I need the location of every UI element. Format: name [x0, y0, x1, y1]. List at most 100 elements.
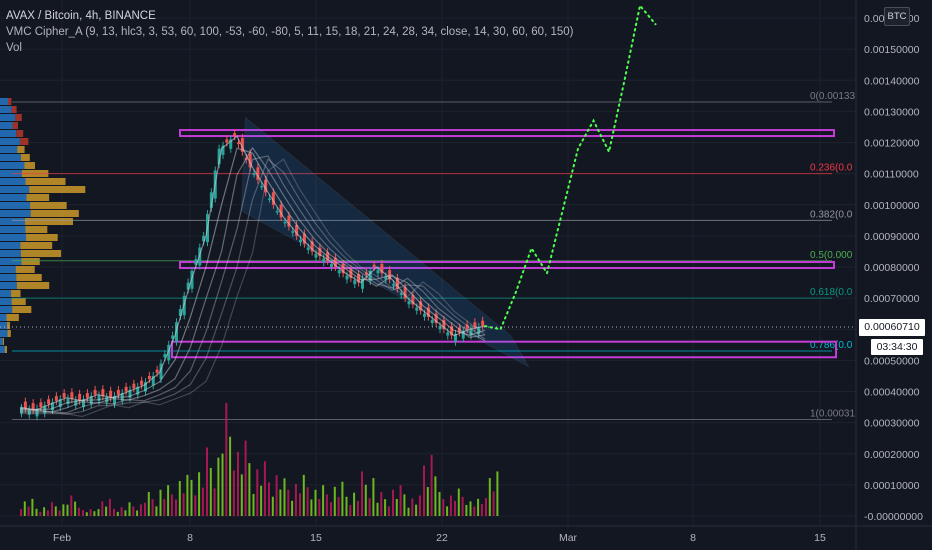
volume-bar: [384, 499, 387, 516]
candle-body: [221, 145, 225, 155]
volume-bar: [105, 506, 108, 516]
candle-body: [364, 272, 368, 275]
volume-profile-bar: [15, 266, 35, 273]
candle-body: [403, 287, 407, 299]
candle-body: [229, 139, 233, 149]
volume-profile-bar: [26, 234, 58, 241]
candle-body: [330, 263, 333, 267]
volume-bar: [240, 474, 243, 516]
candle-body: [481, 320, 485, 327]
y-tick-label: -0.00000000: [864, 511, 923, 523]
descending-channel: [240, 116, 530, 368]
volume-bar: [337, 497, 340, 516]
volume-bar: [170, 494, 173, 516]
volume-bar: [43, 507, 46, 516]
volume-bar: [407, 507, 410, 516]
volume-bar: [376, 502, 379, 516]
legend-volume[interactable]: Vol: [6, 42, 22, 54]
volume-profile-bar: [0, 202, 31, 209]
legend-symbol[interactable]: AVAX / Bitcoin, 4h, BINANCE: [6, 10, 156, 22]
candle-body: [256, 167, 260, 180]
volume-bar: [434, 476, 437, 516]
legend-indicator[interactable]: VMC Cipher_A (9, 13, hlc3, 3, 53, 60, 10…: [6, 26, 574, 38]
candle-body: [264, 179, 268, 193]
candle-body: [20, 407, 23, 414]
volume-bar: [287, 489, 290, 516]
y-tick-label: 0.00090000: [864, 231, 920, 243]
currency-badge[interactable]: BTC: [884, 7, 910, 26]
volume-bar: [175, 499, 177, 516]
candle-body: [43, 405, 47, 414]
volume-bar: [209, 467, 212, 516]
fib-level-label: 0.618(0.0: [810, 287, 853, 298]
x-tick-label: 22: [436, 532, 448, 544]
candle-body: [283, 221, 287, 224]
candle-body: [136, 386, 140, 395]
volume-profile-bar: [0, 138, 20, 145]
candle-body: [93, 389, 97, 395]
candle-body: [128, 389, 132, 398]
x-tick-label: 15: [814, 532, 826, 544]
volume-profile-bar: [0, 330, 8, 337]
volume-bar: [217, 457, 220, 516]
volume-bar: [31, 498, 34, 516]
supply-demand-zone: [171, 340, 837, 359]
volume-bar: [97, 509, 100, 516]
candle-body: [361, 278, 364, 289]
fib-level-label: 1(0.00031: [810, 409, 855, 420]
volume-bar: [74, 501, 77, 516]
volume-bar: [438, 492, 441, 516]
candle-body: [372, 264, 376, 267]
candle-body: [442, 319, 446, 330]
volume-bar: [54, 506, 57, 516]
volume-bar: [465, 504, 468, 516]
volume-bar: [144, 502, 146, 516]
volume-bar: [70, 495, 73, 516]
candle-body: [66, 398, 70, 404]
candle-body: [419, 301, 423, 311]
volume-profile-bar: [0, 130, 17, 137]
candle-body: [51, 402, 54, 411]
volume-bar: [221, 453, 224, 516]
candle-body: [147, 375, 151, 380]
volume-bar: [310, 499, 313, 516]
volume-bar: [101, 501, 104, 516]
candle-body: [167, 344, 171, 361]
volume-bar: [116, 511, 119, 516]
last-price-tag: 0.00060710: [859, 319, 925, 336]
candle-body: [322, 258, 326, 263]
volume-bar: [206, 447, 208, 516]
volume-bar: [124, 510, 127, 516]
volume-bar: [225, 402, 228, 516]
y-tick-label: 0.00050000: [864, 355, 920, 367]
volume-bar: [426, 487, 429, 516]
volume-profile-bar: [0, 322, 7, 329]
candle-body: [399, 293, 403, 296]
y-tick-label: 0.00100000: [864, 200, 920, 212]
volume-profile-bar: [0, 178, 26, 185]
y-tick-label: 0.00080000: [864, 262, 920, 274]
candle-body: [477, 326, 481, 334]
volume-profile-bar: [19, 138, 29, 145]
volume-profile-bar: [0, 338, 3, 345]
volume-profile-bar: [11, 290, 21, 297]
volume-bar: [430, 454, 433, 516]
volume-bar: [128, 502, 131, 516]
candle-body: [85, 393, 89, 398]
candle-body: [395, 277, 399, 289]
candle-body: [171, 335, 175, 339]
volume-bar: [85, 512, 88, 516]
candle-body: [186, 282, 190, 290]
volume-bar: [423, 465, 425, 516]
volume-bar: [198, 472, 201, 516]
candle-body: [109, 390, 113, 398]
volume-profile-bar: [24, 218, 73, 225]
volume-bar: [232, 470, 235, 516]
volume-bar: [279, 489, 282, 516]
volume-profile-bar: [0, 290, 12, 297]
volume-bar: [194, 495, 197, 516]
volume-bar: [260, 485, 263, 516]
candle-body: [271, 192, 275, 205]
